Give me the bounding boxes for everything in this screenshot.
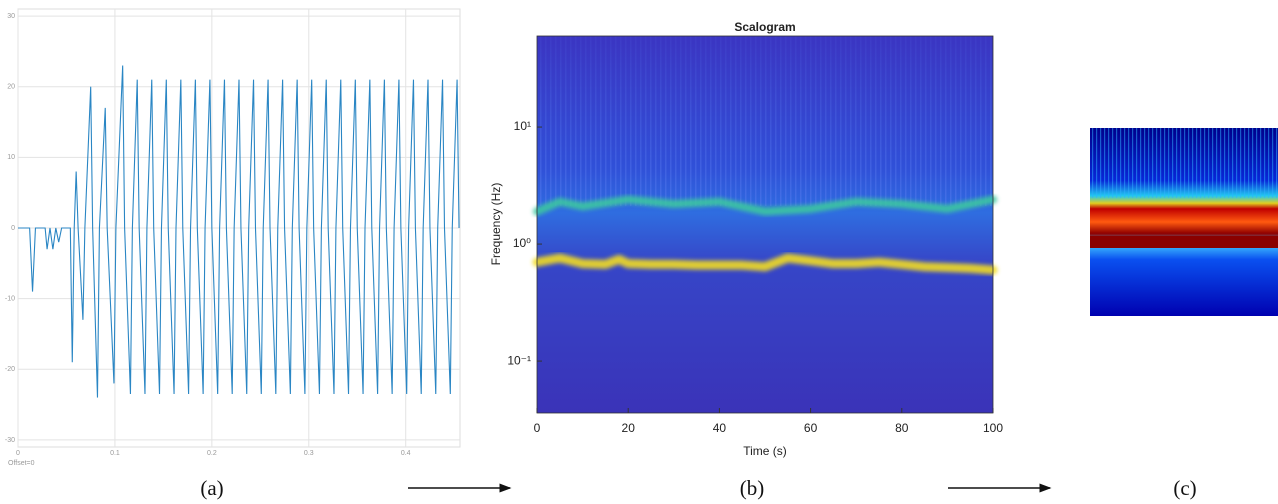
chart-title: Scalogram xyxy=(734,20,795,34)
panel-label: (b) xyxy=(740,476,765,500)
scalogram-texture xyxy=(537,36,993,206)
jet-ridge xyxy=(1090,236,1278,248)
y-tick-label: 0 xyxy=(11,225,15,232)
x-tick-label: 60 xyxy=(804,421,818,435)
x-tick-label: 100 xyxy=(983,421,1003,435)
y-tick-label: -10 xyxy=(5,295,15,302)
y-tick-label: -20 xyxy=(5,366,15,373)
x-tick-label: 0.4 xyxy=(401,450,411,457)
x-tick-label: 0.2 xyxy=(207,450,217,457)
y-tick-label: -30 xyxy=(5,437,15,444)
jet-texture xyxy=(1090,128,1278,198)
x-tick-label: 0 xyxy=(16,450,20,457)
x-tick-label: 0.3 xyxy=(304,450,314,457)
y-tick-label: 10¹ xyxy=(514,119,531,133)
signal-line xyxy=(18,65,460,398)
panel-label: (c) xyxy=(1173,476,1196,500)
y-tick-label: 20 xyxy=(7,84,15,91)
x-tick-label: 0.1 xyxy=(110,450,120,457)
x-axis-label: Time (s) xyxy=(743,444,787,458)
y-tick-label: 30 xyxy=(7,13,15,20)
x-tick-label: 80 xyxy=(895,421,909,435)
plot-border xyxy=(536,35,994,414)
y-tick-label: 10⁰ xyxy=(513,236,531,250)
x-tick-label: 0 xyxy=(534,421,541,435)
ridge-band xyxy=(533,195,997,216)
offset-label: Offset=0 xyxy=(8,460,35,467)
panel-label: (a) xyxy=(200,476,223,500)
x-tick-label: 40 xyxy=(713,421,727,435)
y-tick-label: 10 xyxy=(7,154,15,161)
x-tick-label: 20 xyxy=(622,421,636,435)
y-axis-label: Frequency (Hz) xyxy=(489,183,503,266)
ridge-band xyxy=(532,253,998,275)
y-tick-label: 10⁻¹ xyxy=(507,353,531,367)
